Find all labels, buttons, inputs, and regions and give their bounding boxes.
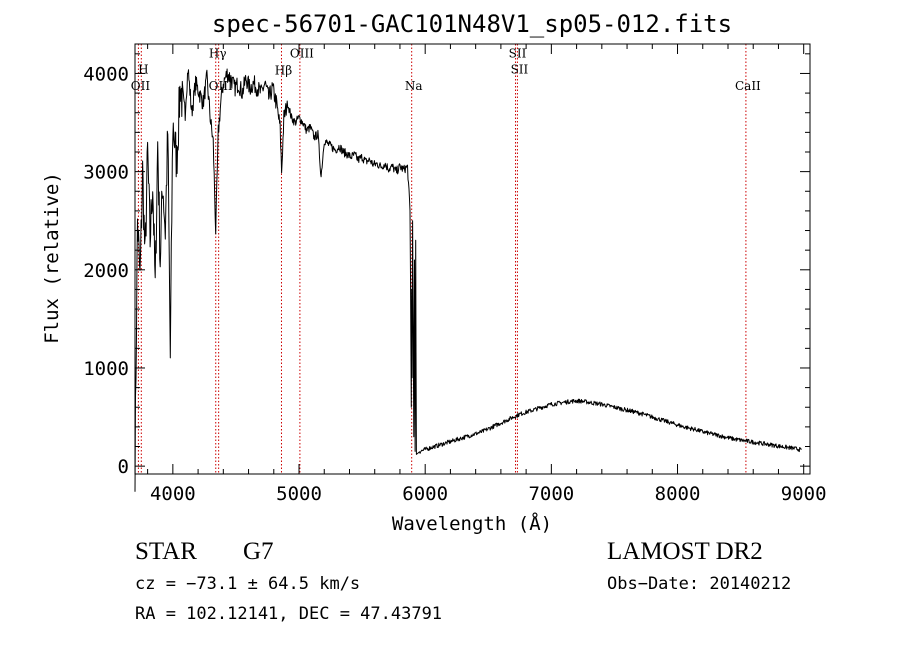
survey-name: LAMOST DR2 [607,538,763,565]
x-tick-label: 5000 [276,483,322,505]
plot-frame [134,43,811,475]
spectral-line-label: OII [131,79,151,93]
spectral-line-label: SII [511,62,529,76]
observation-date: Obs−Date: 20140212 [607,574,792,594]
spectral-line-label: CaII [735,79,761,93]
sky-coordinates: RA = 102.12141, DEC = 47.43791 [135,604,443,624]
x-tick-label: 6000 [402,483,448,505]
spectral-line-label: Na [405,79,423,93]
redshift-velocity: cz = −73.1 ± 64.5 km/s [135,574,361,594]
spectral-line-label: OIII [290,47,314,61]
x-tick-label: 8000 [655,483,701,505]
spectral-line-label: OIII [209,79,233,93]
spectral-line-label: SII [509,47,527,61]
spectral-line-label: Hβ [275,63,292,77]
y-tick-label: 1000 [83,358,129,380]
x-tick-label: 9000 [781,483,827,505]
y-tick-label: 3000 [83,162,129,184]
y-tick-label: 0 [118,456,129,478]
spectral-line-label: H [138,62,148,76]
spectral-line-label: Hγ [209,47,227,61]
chart-title: spec-56701-GAC101N48V1_sp05-012.fits [212,10,732,38]
x-tick-label: 4000 [150,483,196,505]
x-tick-label: 7000 [528,483,574,505]
y-tick-label: 2000 [83,260,129,282]
y-tick-label: 4000 [83,63,129,85]
flux-series-line [134,68,802,492]
x-axis-label: Wavelength (Å) [392,512,552,535]
object-subclass: G7 [243,538,274,565]
y-axis-label: Flux (relative) [41,172,63,344]
object-class: STAR [135,538,197,565]
